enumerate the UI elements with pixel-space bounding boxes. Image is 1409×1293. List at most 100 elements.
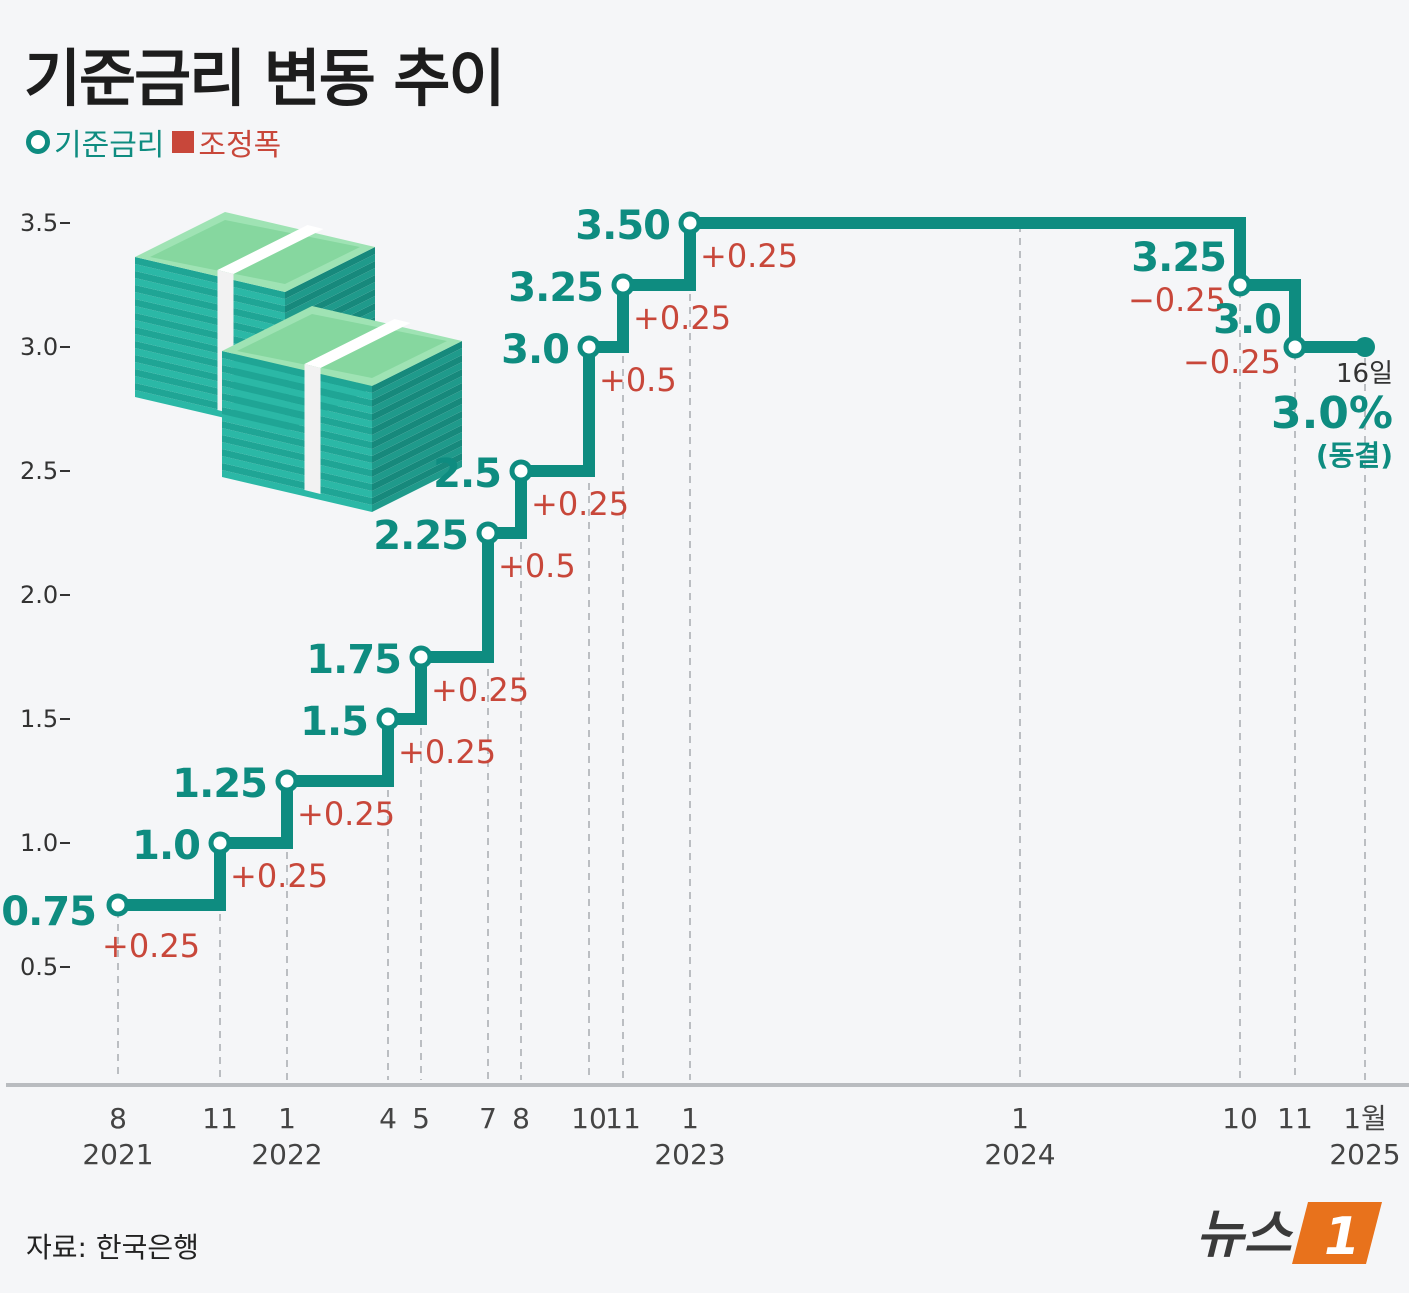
cash-layer-right bbox=[372, 446, 462, 498]
x-year-label: 2025 bbox=[1329, 1138, 1400, 1171]
money-stack-icon bbox=[135, 212, 462, 512]
cash-layer-left bbox=[222, 386, 372, 428]
cash-layer-left bbox=[222, 407, 372, 449]
cash-layer-right bbox=[372, 418, 462, 470]
cash-layer-right bbox=[372, 376, 462, 428]
x-tick-label: 5 bbox=[412, 1102, 430, 1135]
cash-layer-left bbox=[222, 400, 372, 442]
x-tick-label: 10 bbox=[1222, 1102, 1258, 1135]
cash-layer-right bbox=[372, 411, 462, 463]
y-tick-label: 3.0 bbox=[20, 333, 58, 361]
legend-item-rate: 기준금리 bbox=[26, 120, 164, 164]
y-tick-label: 2.5 bbox=[20, 457, 58, 485]
rate-change-label: +0.25 bbox=[297, 795, 395, 833]
cash-band bbox=[217, 225, 324, 274]
source-note: 자료: 한국은행 bbox=[26, 1231, 199, 1264]
x-tick-label: 11 bbox=[1277, 1102, 1313, 1135]
cash-layer-right bbox=[372, 397, 462, 449]
legend-item-change: 조정폭 bbox=[172, 120, 281, 164]
rate-value-label: 1.0 bbox=[132, 823, 200, 869]
rate-value-label: 2.25 bbox=[373, 513, 468, 559]
cash-layer-left bbox=[135, 306, 285, 348]
rate-value-label: 1.5 bbox=[300, 699, 368, 745]
cash-stack-icon bbox=[222, 306, 462, 512]
cash-layer-right bbox=[372, 432, 462, 484]
cash-layer-left bbox=[222, 456, 372, 498]
cash-layer-left bbox=[222, 442, 372, 484]
cash-layer-right bbox=[285, 261, 375, 313]
rate-change-label: +0.25 bbox=[633, 299, 731, 337]
svg-text:1: 1 bbox=[1324, 1207, 1360, 1267]
final-day-label: 16일 bbox=[1336, 359, 1393, 389]
cash-layer-left bbox=[222, 449, 372, 491]
x-tick-label: 4 bbox=[379, 1102, 397, 1135]
cash-layer-right bbox=[372, 390, 462, 442]
news1-logo: 뉴스 1 bbox=[1196, 1202, 1382, 1267]
rate-point-marker bbox=[1283, 335, 1307, 359]
rate-point-marker bbox=[275, 769, 299, 793]
cash-layer-right bbox=[372, 383, 462, 435]
final-status-label: (동결) bbox=[1316, 439, 1393, 472]
chart-legend: 기준금리 조정폭 bbox=[26, 120, 281, 164]
cash-layer-left bbox=[135, 292, 285, 334]
rate-value-label: 3.0 bbox=[501, 327, 569, 373]
cash-layer-right bbox=[372, 453, 462, 505]
cash-layer-right bbox=[372, 460, 462, 512]
cash-layer-right bbox=[372, 404, 462, 456]
rate-point-marker bbox=[611, 273, 635, 297]
rate-point-marker bbox=[106, 893, 130, 917]
cash-layer-left bbox=[222, 421, 372, 463]
cash-layer-left bbox=[135, 257, 285, 299]
x-tick-label: 11 bbox=[605, 1102, 641, 1135]
cash-layer-left bbox=[135, 285, 285, 327]
cash-layer-left bbox=[222, 463, 372, 505]
y-tick-label: 1.5 bbox=[20, 705, 58, 733]
x-tick-label: 1 bbox=[1011, 1102, 1029, 1135]
cash-layer-left bbox=[222, 435, 372, 477]
rate-value-label: 2.5 bbox=[433, 451, 501, 497]
cash-layer-left bbox=[135, 278, 285, 320]
rate-point-marker bbox=[409, 645, 433, 669]
x-tick-label: 1 bbox=[278, 1102, 296, 1135]
x-tick-label: 10 bbox=[571, 1102, 607, 1135]
cash-layer-right bbox=[372, 355, 462, 407]
rate-change-label: +0.5 bbox=[599, 361, 677, 399]
cash-layer-right bbox=[372, 425, 462, 477]
legend-square-icon bbox=[172, 131, 195, 153]
rate-point-marker bbox=[577, 335, 601, 359]
cash-layer-right bbox=[372, 348, 462, 400]
cash-layer-right bbox=[285, 268, 375, 320]
final-rate-label: 3.0% bbox=[1271, 388, 1393, 439]
rate-value-label: 0.75 bbox=[1, 889, 96, 935]
rate-change-label: +0.5 bbox=[498, 547, 576, 585]
cash-layer-right bbox=[372, 362, 462, 414]
rate-value-label: 3.25 bbox=[1131, 235, 1226, 281]
rate-point-marker bbox=[476, 521, 500, 545]
x-tick-label: 1 bbox=[681, 1102, 699, 1135]
x-year-label: 2024 bbox=[984, 1138, 1055, 1171]
cash-layer-right bbox=[285, 247, 375, 299]
rate-value-label: 3.25 bbox=[508, 265, 603, 311]
rate-change-label: +0.25 bbox=[700, 237, 798, 275]
rate-value-label: 1.25 bbox=[172, 761, 267, 807]
rate-point-marker bbox=[376, 707, 400, 731]
rate-change-label: +0.25 bbox=[531, 485, 629, 523]
x-tick-label: 7 bbox=[479, 1102, 497, 1135]
x-tick-label: 8 bbox=[109, 1102, 127, 1135]
x-year-label: 2023 bbox=[654, 1138, 725, 1171]
rate-point-marker bbox=[1228, 273, 1252, 297]
cash-layer-left bbox=[222, 379, 372, 421]
cash-layer-left bbox=[222, 470, 372, 512]
cash-layer-left bbox=[222, 428, 372, 470]
cash-layer-left bbox=[135, 271, 285, 313]
final-point-marker bbox=[1355, 337, 1375, 357]
rate-point-marker bbox=[208, 831, 232, 855]
cash-layer-left bbox=[135, 264, 285, 306]
rate-change-label: −0.25 bbox=[1128, 281, 1226, 319]
rate-point-marker bbox=[509, 459, 533, 483]
y-tick-label: 2.0 bbox=[20, 581, 58, 609]
cash-layer-left bbox=[222, 372, 372, 414]
y-tick-label: 0.5 bbox=[20, 953, 58, 981]
